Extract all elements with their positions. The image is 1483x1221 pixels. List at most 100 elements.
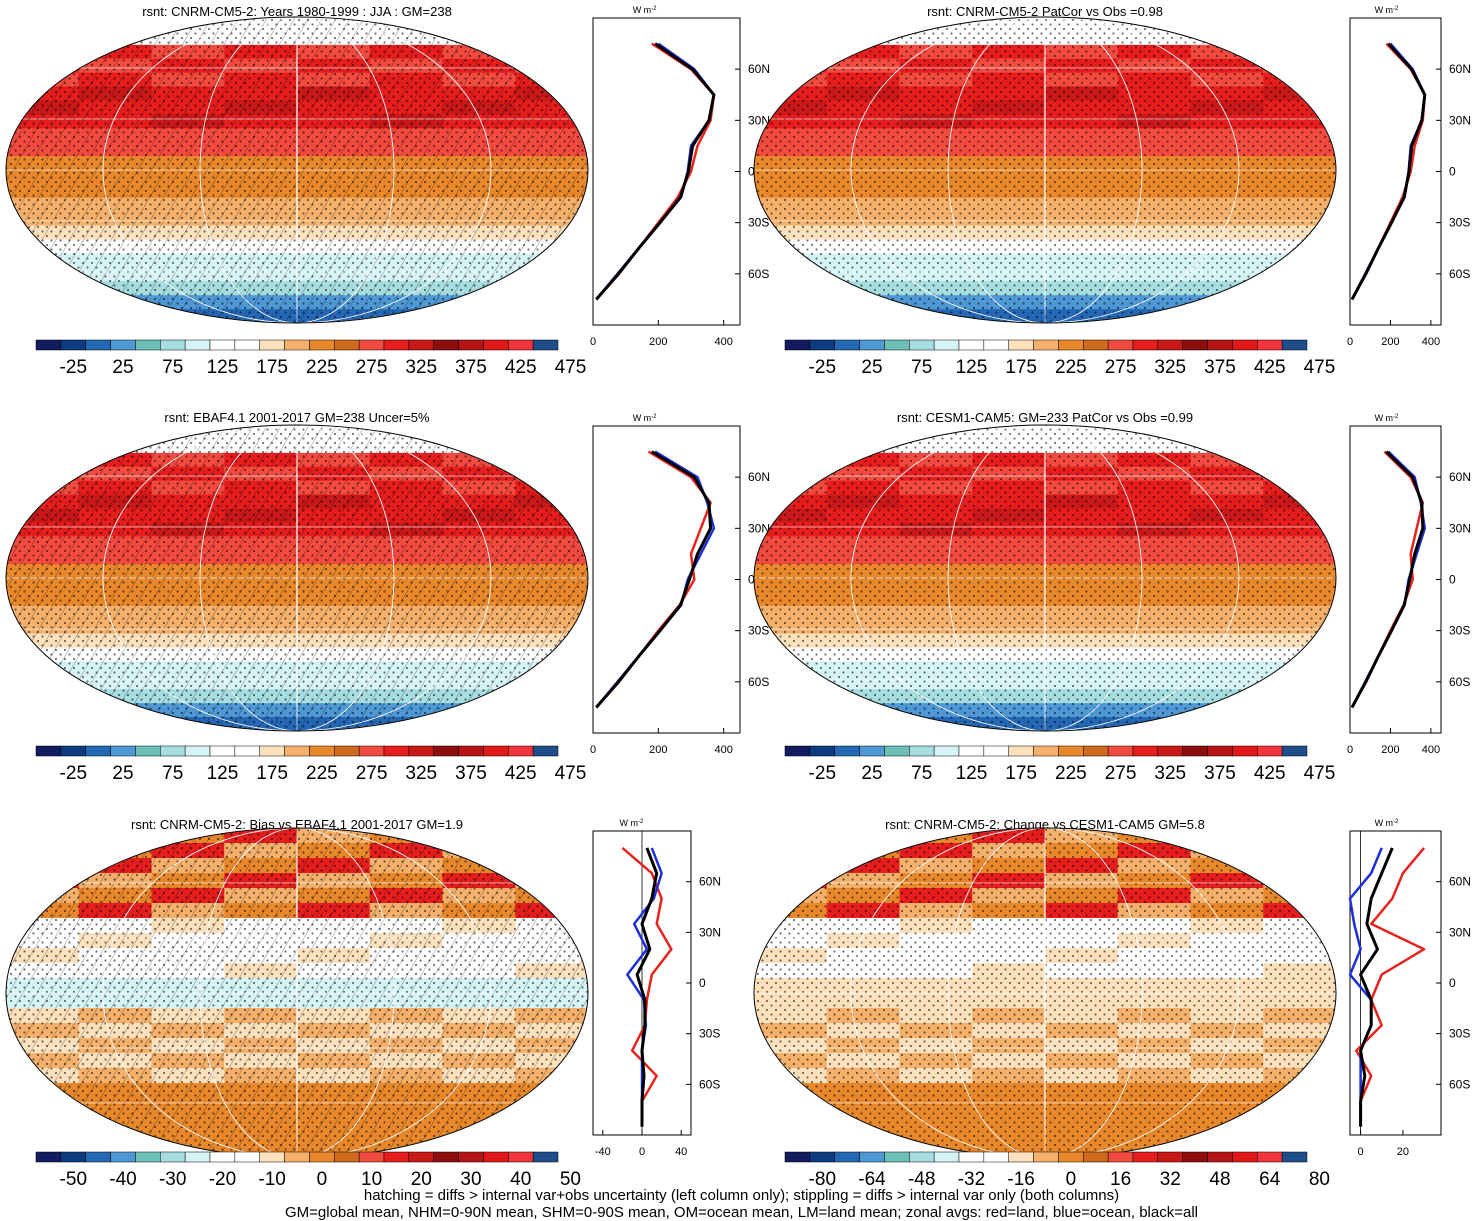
colorbar-label: 275 (1105, 357, 1137, 378)
map-cell (754, 425, 828, 440)
map-field (6, 828, 588, 1158)
map-cell (6, 452, 80, 468)
map-cell (1263, 873, 1336, 889)
colorbar-swatch (85, 1151, 111, 1163)
colorbar-label: 375 (1204, 763, 1236, 784)
zonal-unit: W m-2 (633, 413, 657, 423)
lat-label: 30S (1449, 624, 1470, 638)
map-cell (6, 281, 80, 297)
colorbar-label: 25 (112, 763, 133, 784)
colorbar-label: 425 (1254, 763, 1286, 784)
colorbar-swatch (483, 1151, 509, 1163)
map-cell (442, 717, 517, 731)
map-cell (515, 466, 588, 482)
colorbar: -25 25 75 125 175 225 275 325 375 425 475 (784, 745, 1335, 784)
colorbar-swatch (433, 339, 459, 351)
colorbar-label: 16 (1110, 1169, 1131, 1190)
zonal-tick-label: 0 (590, 744, 596, 756)
zonal-tick-label: 400 (714, 336, 732, 348)
colorbar-swatch (1132, 1151, 1159, 1163)
colorbar-label: 175 (256, 357, 288, 378)
panel-title: rsnt: CESM1-CAM5: GM=233 PatCor vs Obs =… (897, 410, 1193, 425)
colorbar-swatch (809, 745, 835, 757)
colorbar-swatch (1058, 1151, 1084, 1163)
colorbar-swatch (1232, 339, 1258, 351)
map-cell (78, 425, 153, 440)
map-cell (1263, 843, 1336, 859)
colorbar-label: 475 (555, 357, 587, 378)
colorbar-swatch (234, 1151, 260, 1163)
graticule-lon (1044, 425, 1046, 731)
colorbar-swatch (110, 339, 136, 351)
map-cell (6, 438, 80, 454)
zonal-line-ocean (1348, 847, 1383, 1127)
colorbar-label: -32 (958, 1169, 985, 1190)
colorbar: -25 25 75 125 175 225 275 325 375 425 475 (784, 339, 1335, 378)
zonal-plot: W m-2 60N 30N 0 30S 60S 0 200 400 (1347, 413, 1471, 756)
zonal-tick-label: 200 (649, 336, 667, 348)
colorbar-swatch (1083, 745, 1109, 757)
map-field (6, 425, 588, 731)
colorbar-swatch (160, 1151, 186, 1163)
lat-label: 30S (1449, 216, 1470, 230)
colorbar-label: -10 (258, 1169, 285, 1190)
colorbar-swatch (1281, 745, 1308, 757)
map-cell (6, 44, 80, 60)
colorbar-label: 375 (1204, 357, 1236, 378)
lat-label: 60N (1449, 470, 1471, 484)
map-cell (515, 44, 588, 60)
colorbar-swatch (784, 339, 811, 351)
colorbar-swatch (60, 1151, 86, 1163)
zonal-line-land (1350, 450, 1425, 709)
colorbar-swatch (1182, 339, 1208, 351)
colorbar-swatch (859, 339, 885, 351)
colorbar-swatch (309, 1151, 335, 1163)
map-cell (754, 281, 828, 297)
lat-label: 60N (1449, 62, 1471, 76)
map-cell (1263, 295, 1336, 311)
colorbar-swatch (184, 1151, 211, 1163)
colorbar-swatch (309, 339, 335, 351)
map-border (5, 424, 589, 732)
colorbar-label: 50 (560, 1169, 581, 1190)
colorbar-swatch (1281, 339, 1308, 351)
map-cell (826, 17, 901, 32)
map-cell (6, 309, 80, 323)
zonal-tick-label: 20 (1397, 1146, 1409, 1158)
zonal-line-all (595, 450, 713, 709)
map-cell (754, 309, 828, 323)
colorbar-swatch (209, 339, 236, 351)
colorbar-swatch (884, 745, 910, 757)
map-cell (826, 425, 901, 440)
colorbar-swatch (284, 339, 310, 351)
colorbar-swatch (408, 1151, 434, 1163)
graticule-lon (199, 425, 395, 731)
zonal-plot: W m-2 60N 30N 0 30S 60S 0 200 400 (1347, 5, 1471, 348)
zonal-tick-label: 400 (714, 744, 732, 756)
lat-label: 30S (748, 216, 769, 230)
zonal-tick-label: -40 (595, 1146, 611, 1158)
map-cell (6, 689, 80, 705)
colorbar-swatch (1083, 339, 1109, 351)
graticule-lon (199, 828, 395, 1158)
zonal-line-ocean (626, 847, 663, 1127)
colorbar-swatch (532, 745, 559, 757)
colorbar-swatch (909, 745, 935, 757)
map-cell (515, 452, 588, 468)
map-cell (754, 44, 828, 60)
map-cell (1263, 281, 1336, 297)
colorbar-swatch (983, 339, 1009, 351)
zonal-plot: W m-2 60N 30N 0 30S 60S -40 0 40 (592, 818, 721, 1158)
colorbar-swatch (958, 745, 985, 757)
zonal-tick-label: 40 (675, 1146, 687, 1158)
colorbar-swatch (358, 339, 385, 351)
colorbar-label: -20 (209, 1169, 236, 1190)
colorbar-swatch (1182, 745, 1208, 757)
colorbar-label: -80 (809, 1169, 836, 1190)
colorbar-swatch (483, 745, 509, 757)
colorbar-label: 125 (207, 357, 239, 378)
colorbar-swatch (135, 745, 161, 757)
colorbar-swatch (909, 339, 935, 351)
colorbar-swatch (334, 1151, 360, 1163)
colorbar-label: -64 (858, 1169, 886, 1190)
